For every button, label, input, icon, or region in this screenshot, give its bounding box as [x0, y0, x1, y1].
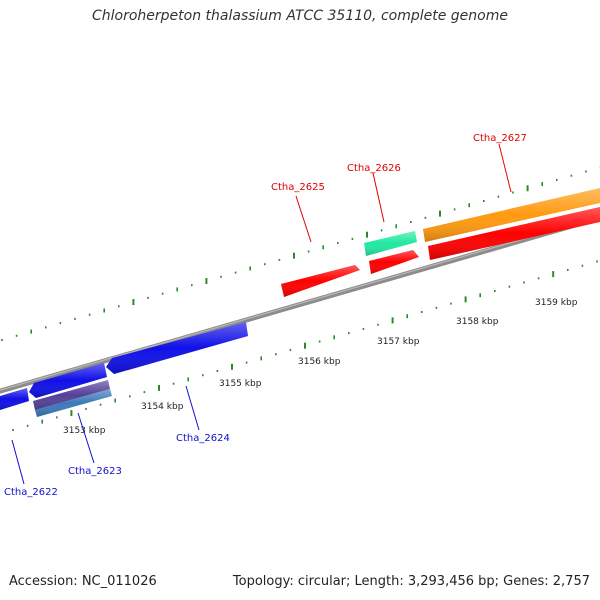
- reverse-strand-features: [0, 322, 248, 417]
- tick-label-3156: 3156 kbp: [298, 357, 341, 367]
- map-title: Chloroherpeton thalassium ATCC 35110, co…: [92, 8, 508, 24]
- tick-label-3159: 3159 kbp: [535, 298, 578, 308]
- gene-label-ctha-2624: Ctha_2624: [176, 433, 230, 444]
- tick-label-3154: 3154 kbp: [141, 402, 184, 412]
- gene-label-ctha-2627: Ctha_2627: [473, 133, 527, 144]
- ticks-upper-row: [1, 166, 600, 341]
- gene-labels: Ctha_2625 Ctha_2626 Ctha_2627 Ctha_2622 …: [4, 133, 527, 498]
- tick-label-3157: 3157 kbp: [377, 337, 420, 347]
- gene-label-ctha-2622: Ctha_2622: [4, 487, 58, 498]
- tick-label-3153: 3153 kbp: [63, 426, 106, 436]
- tick-label-3158: 3158 kbp: [456, 317, 499, 327]
- scale-labels: 3153 kbp 3154 kbp 3155 kbp 3156 kbp 3157…: [63, 298, 578, 436]
- footer-accession: Accession: NC_011026: [9, 574, 157, 589]
- gene-label-ctha-2625: Ctha_2625: [271, 182, 325, 193]
- tick-label-3155: 3155 kbp: [219, 379, 262, 389]
- label-leader-lines: [11, 143, 512, 485]
- forward-strand-features: [281, 188, 600, 297]
- gene-label-ctha-2623: Ctha_2623: [68, 466, 122, 477]
- gene-label-ctha-2626: Ctha_2626: [347, 163, 401, 174]
- genome-backbone: [0, 215, 600, 394]
- footer-genome-summary: Topology: circular; Length: 3,293,456 bp…: [232, 574, 590, 589]
- ticks-lower-row: [12, 260, 598, 431]
